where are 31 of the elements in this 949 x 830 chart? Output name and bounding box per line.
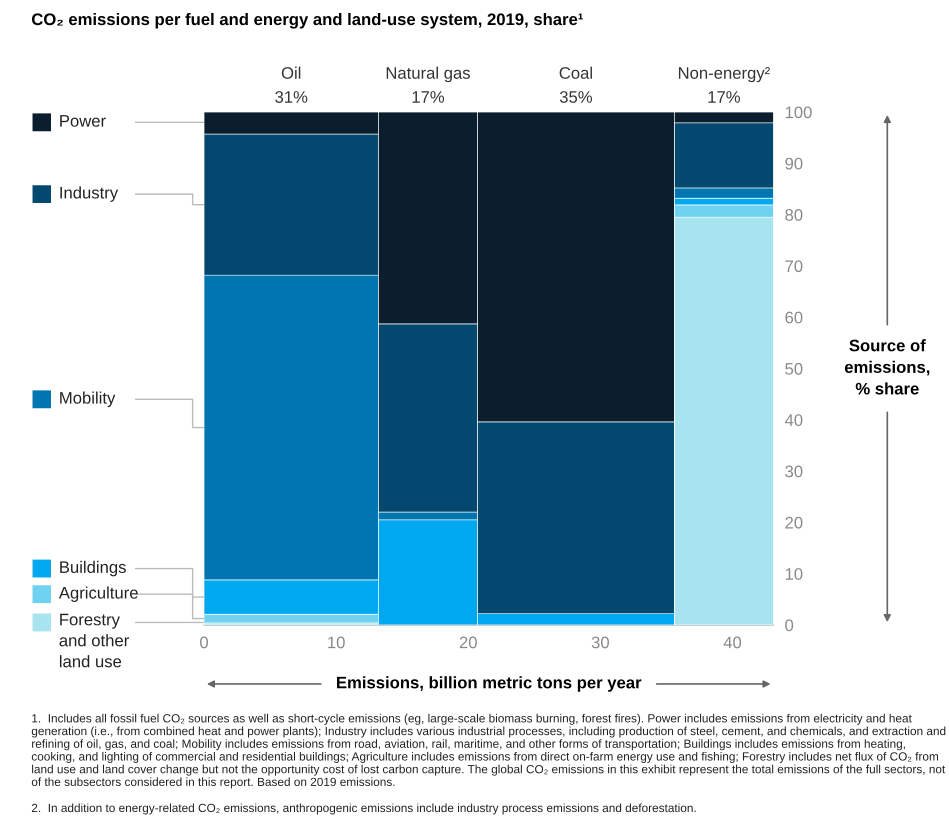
text: Industry [60,186,118,202]
x-tick-label: 0 [200,636,208,648]
y-tick-label: 40 [784,414,802,426]
text: Non-energy² 17% [678,67,770,103]
y-tick-label: 60 [785,312,802,324]
legend-label: Power [60,115,106,127]
x-axis-title: Emissions, billion metric tons per year [337,676,642,692]
x-tick-label: 30 [592,636,609,648]
y-axis-title: Source of emissions, % share [844,339,930,395]
x-tick-label: 10 [328,636,345,648]
text: 2. In addition to energy-related CO₂ emissions, anthropogenic emissions include industry process emissions and deforestation. [32,803,696,814]
y-tick-label: 0 [785,619,794,632]
y-tick-label: 20 [785,516,802,529]
legend-label: Mobility [60,392,116,408]
x-tick-label: 20 [460,636,477,648]
y-tick-label: 70 [785,260,802,272]
text: 1. Includes all fossil fuel CO₂ sources as well as short-cycle emissions (eg, large-scale biomass burning, forest fires). Power includes emissions from electricity and heat generation (i.e., from combined heat and power plants); Industry includes various industrial processes, including production of steel, cement, and chemicals, and extraction and refining of oil, gas, and coal; Mobility includes emissions from road, aviation, rail, maritime, and other forms of transportation; Buildings includes emissions from heating, cooking, and lighting of commercial and residential buildings; Agriculture includes emissions from direct on-farm energy use and fishing; Forestry includes net flux of CO₂ from land use and land cover change but not the opportunity cost of lost carbon capture. The global CO₂ emissions in this exhibit represent the total emissions of the full sectors, not of the subsectors considered in this report. Based on 2019 emissions. [32,714,946,788]
y-tick-label: 80 [785,209,802,221]
text: Oil 31% [275,66,308,103]
y-tick-label: 10 [786,568,802,580]
y-tick-label: 90 [785,158,802,170]
text: Natural gas 17% [386,66,470,103]
legend-label: Buildings [60,560,126,576]
y-tick-label: 50 [785,362,802,375]
y-tick-label: 100 [786,106,812,118]
x-tick-label: 40 [724,636,742,648]
y-tick-label: 30 [785,466,802,478]
legend-label: Agriculture [58,586,138,602]
text: Coal 35% [560,66,592,103]
legend-label: Forestry and other land use [60,614,129,668]
chart-title: CO₂ emissions per fuel and energy and land-use system, 2019, share¹ [32,12,583,29]
